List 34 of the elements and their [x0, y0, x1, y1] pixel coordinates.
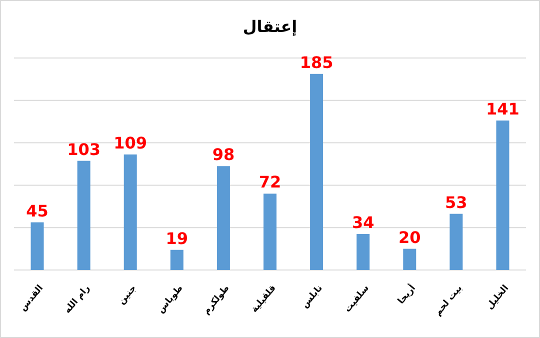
x-tick-label: نابلس [300, 284, 325, 310]
x-tick-label: أريحا [394, 282, 418, 306]
data-label: 185 [300, 52, 334, 72]
bar [310, 74, 324, 270]
data-label: 19 [166, 228, 188, 248]
x-tick-label: قلقيلية [250, 283, 278, 315]
bar [216, 166, 230, 270]
data-label: 98 [212, 145, 235, 164]
bar [496, 120, 510, 270]
x-tick-label: رام الله [62, 284, 92, 316]
x-tick-label: طوباس [156, 284, 186, 316]
data-label: 103 [67, 140, 101, 159]
x-tick-label: سلفيت [343, 283, 372, 315]
data-label: 20 [398, 228, 421, 247]
bar [77, 160, 90, 270]
bar [450, 214, 463, 270]
chart-title: إعتقال [242, 17, 298, 36]
data-label: 141 [486, 100, 520, 119]
data-label: 109 [114, 133, 148, 152]
bar [403, 248, 416, 270]
data-label: 72 [258, 172, 282, 192]
bar [124, 154, 137, 270]
data-label: 45 [26, 201, 48, 220]
bar [356, 234, 370, 270]
data-label: 34 [352, 212, 374, 232]
x-tick-label: طولكرم [202, 284, 232, 317]
x-tick-label: الخليل [485, 284, 512, 312]
data-label: 53 [445, 192, 468, 212]
bar [264, 194, 276, 270]
bar [170, 250, 184, 270]
bar [30, 222, 44, 270]
x-tick-label: القدس [18, 284, 46, 314]
x-tick-label: جنين [116, 284, 139, 307]
x-tick-label: بيت لحم [433, 284, 464, 318]
